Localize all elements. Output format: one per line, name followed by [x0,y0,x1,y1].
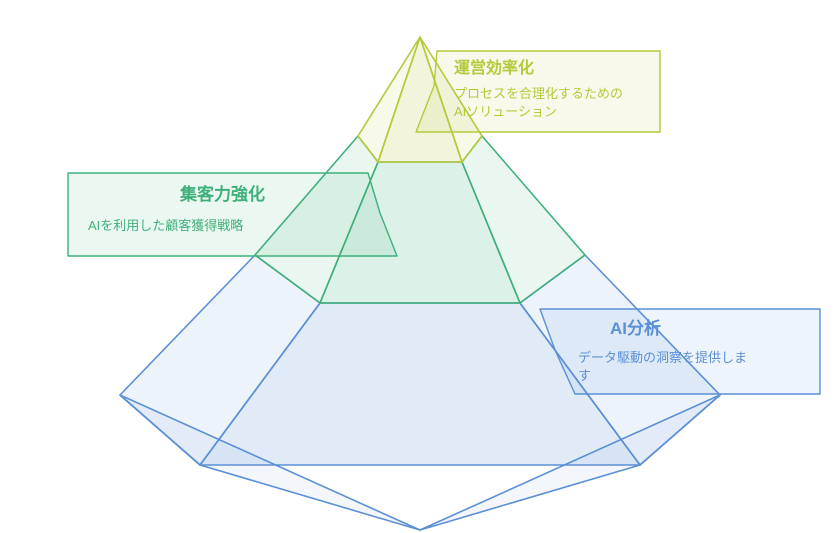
tier-bottom-title: AI分析 [610,318,661,338]
tier-top-desc-line-0: プロセスを合理化するための [454,86,623,101]
tier-mid-title: 集客力強化 [179,184,265,204]
tier-top-desc-line-1: AIソリューション [454,104,557,119]
tier-mid: 集客力強化 AIを利用した顧客獲得戦略 [68,136,585,303]
tier-bottom-desc-line-0: データ駆動の洞察を提供しま [578,350,747,365]
tier-top-title: 運営効率化 [454,58,534,77]
tier-mid-desc-line-0: AIを利用した顧客獲得戦略 [88,218,243,233]
tier-top: 運営効率化プロセスを合理化するための AIソリューション [358,37,660,162]
tier-bottom-desc-line-1: す [578,368,591,383]
